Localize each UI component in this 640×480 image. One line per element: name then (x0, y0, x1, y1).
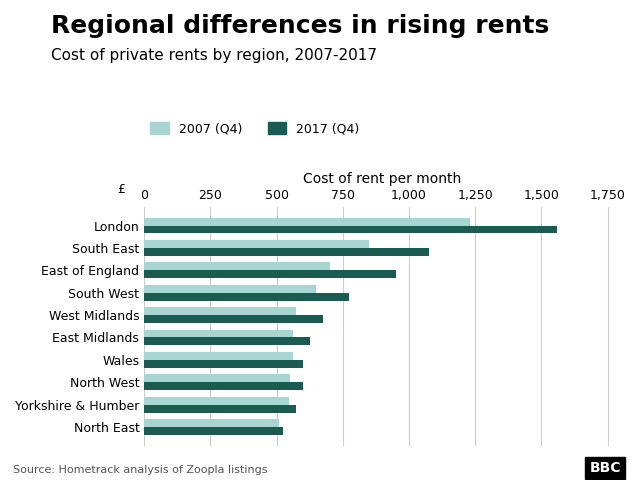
Text: Source: Hometrack analysis of Zoopla listings: Source: Hometrack analysis of Zoopla lis… (13, 465, 268, 475)
X-axis label: Cost of rent per month: Cost of rent per month (303, 172, 461, 186)
Bar (144, 270, 396, 278)
Bar (144, 240, 369, 248)
Bar (144, 405, 296, 412)
Bar (144, 360, 303, 368)
Bar (144, 419, 279, 427)
Legend: 2007 (Q4), 2017 (Q4): 2007 (Q4), 2017 (Q4) (150, 122, 360, 135)
Bar (144, 427, 284, 435)
Bar (144, 374, 290, 382)
Bar (144, 285, 316, 293)
Text: £: £ (117, 183, 125, 196)
Bar (144, 248, 429, 256)
Bar (144, 293, 349, 300)
Bar (144, 307, 296, 315)
Text: Cost of private rents by region, 2007-2017: Cost of private rents by region, 2007-20… (51, 48, 377, 63)
Text: BBC: BBC (589, 461, 621, 475)
Bar (144, 315, 323, 323)
Bar (144, 382, 303, 390)
Bar (144, 352, 292, 360)
Bar (144, 217, 470, 226)
Bar (144, 226, 557, 233)
Bar (144, 337, 310, 345)
Bar (144, 263, 330, 270)
Bar (144, 397, 289, 405)
Bar (144, 330, 292, 337)
Text: Regional differences in rising rents: Regional differences in rising rents (51, 14, 550, 38)
